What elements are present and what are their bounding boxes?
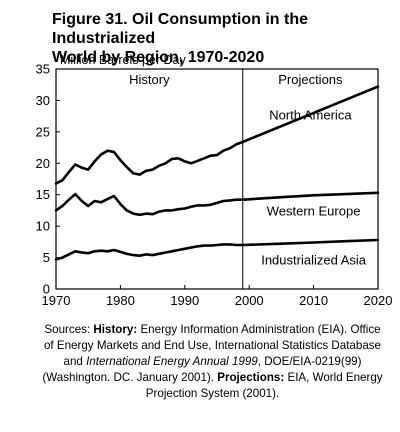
series-label: Western Europe	[267, 203, 361, 218]
y-tick-label: 10	[36, 219, 50, 234]
x-tick-label: 2020	[364, 293, 393, 308]
series-line-north-america	[54, 85, 380, 185]
x-tick-label: 2000	[235, 293, 264, 308]
series-line-western-europe	[54, 191, 380, 217]
sources-publication-title: International Energy Annual 1999	[86, 355, 258, 368]
sources-prefix: Sources:	[44, 323, 94, 336]
history-section-label: History	[129, 72, 170, 87]
series-label: North America	[269, 107, 352, 122]
sources-note: Sources: History: Energy Information Adm…	[40, 322, 385, 402]
y-tick-label: 20	[36, 156, 50, 171]
sources-history-text: Energy Information Administration (EIA).…	[43, 323, 382, 368]
plot-frame	[55, 68, 379, 290]
chart-title: Figure 31. Oil Consumption in the Indust…	[52, 11, 309, 66]
y-tick-label: 15	[36, 187, 50, 202]
y-axis-label: Million Barrels per Day	[60, 53, 186, 67]
x-tick-label: 1990	[170, 293, 199, 308]
sources-history-label: History:	[93, 323, 138, 336]
x-tick-label: 1980	[106, 293, 135, 308]
series-label: Industrialized Asia	[261, 252, 367, 267]
series-line-industrialized-asia	[54, 238, 380, 261]
projections-section-label: Projections	[278, 72, 343, 87]
y-tick-label: 30	[36, 93, 50, 108]
sources-history-text-2: , DOE/EIA-0219(99) (Washington. DC. Janu…	[42, 355, 362, 384]
sources-projections-text: EIA, World Energy Projection System (200…	[145, 371, 383, 400]
sources-projections-label: Projections:	[217, 371, 285, 384]
y-tick-label: 25	[36, 124, 50, 139]
x-tick-label: 2010	[299, 293, 328, 308]
x-tick-label: 1970	[42, 293, 71, 308]
line-chart: 0 5 10 15 20 25 30 35 1970 1980 1990 2000 2010 2020 Hi…	[36, 62, 393, 309]
y-tick-label: 0	[43, 282, 50, 297]
y-tick-label: 35	[36, 62, 50, 77]
y-tick-label: 5	[43, 250, 50, 265]
